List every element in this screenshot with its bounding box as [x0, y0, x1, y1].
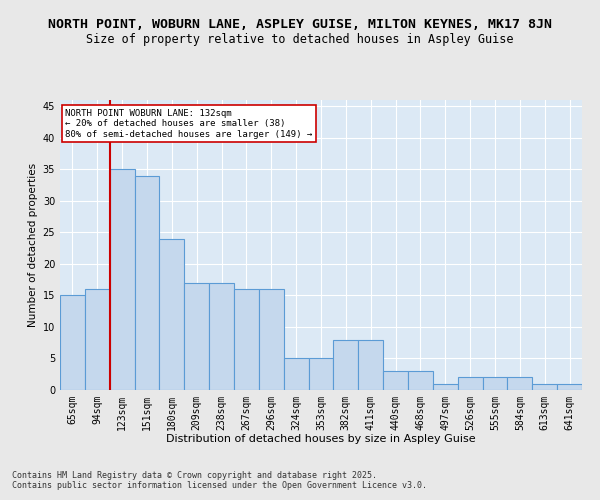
Text: NORTH POINT, WOBURN LANE, ASPLEY GUISE, MILTON KEYNES, MK17 8JN: NORTH POINT, WOBURN LANE, ASPLEY GUISE, …: [48, 18, 552, 30]
Bar: [60, 296, 85, 390]
Bar: [259, 289, 284, 390]
Bar: [334, 340, 358, 390]
X-axis label: Distribution of detached houses by size in Aspley Guise: Distribution of detached houses by size …: [166, 434, 476, 444]
Bar: [184, 283, 209, 390]
Bar: [383, 371, 408, 390]
Bar: [134, 176, 160, 390]
Text: NORTH POINT WOBURN LANE: 132sqm
← 20% of detached houses are smaller (38)
80% of: NORTH POINT WOBURN LANE: 132sqm ← 20% of…: [65, 108, 313, 138]
Bar: [482, 378, 508, 390]
Bar: [160, 238, 184, 390]
Bar: [508, 378, 532, 390]
Bar: [308, 358, 334, 390]
Bar: [358, 340, 383, 390]
Text: Contains HM Land Registry data © Crown copyright and database right 2025.
Contai: Contains HM Land Registry data © Crown c…: [12, 470, 427, 490]
Bar: [234, 289, 259, 390]
Bar: [557, 384, 582, 390]
Y-axis label: Number of detached properties: Number of detached properties: [28, 163, 38, 327]
Bar: [209, 283, 234, 390]
Bar: [532, 384, 557, 390]
Bar: [433, 384, 458, 390]
Text: Size of property relative to detached houses in Aspley Guise: Size of property relative to detached ho…: [86, 32, 514, 46]
Bar: [110, 170, 134, 390]
Bar: [284, 358, 308, 390]
Bar: [408, 371, 433, 390]
Bar: [458, 378, 482, 390]
Bar: [85, 289, 110, 390]
